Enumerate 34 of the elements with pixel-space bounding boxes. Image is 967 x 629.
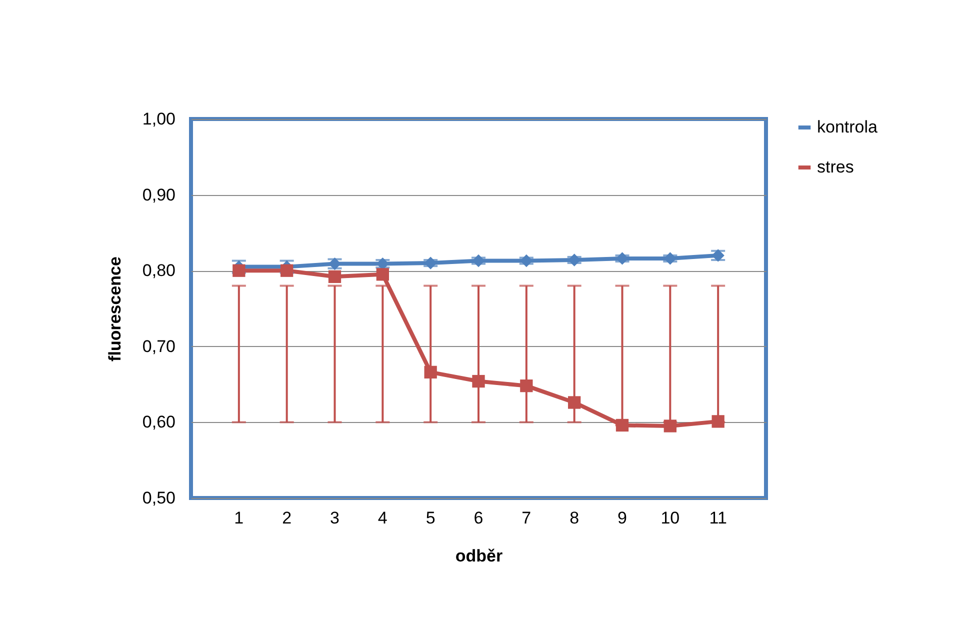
y-tick-label: 1,00 xyxy=(142,110,176,128)
y-tick-label: 0,50 xyxy=(142,488,176,508)
x-tick-label: 2 xyxy=(282,508,292,528)
point xyxy=(472,254,485,268)
x-tick-label: 9 xyxy=(618,508,627,528)
y-axis-title: fluorescence xyxy=(105,256,124,362)
point xyxy=(520,254,533,268)
point xyxy=(472,374,485,388)
y-tick-label: 0,60 xyxy=(142,412,176,432)
x-tick-label: 6 xyxy=(474,508,484,528)
legend-label: stres xyxy=(817,158,854,176)
x-tick-label: 4 xyxy=(378,508,388,528)
x-tick-label: 11 xyxy=(709,508,727,528)
y-tick-label: 0,70 xyxy=(142,336,176,356)
point xyxy=(280,264,294,277)
x-axis-title: odběr xyxy=(455,546,503,566)
point xyxy=(232,264,246,277)
point xyxy=(376,268,389,281)
x-tick-label: 10 xyxy=(660,508,680,528)
y-tick-label: 0,90 xyxy=(142,185,176,204)
point xyxy=(712,415,724,428)
point xyxy=(328,270,342,283)
x-tick-label: 8 xyxy=(570,508,580,528)
x-tick-label: 1 xyxy=(234,508,244,528)
legend-label: kontrola xyxy=(817,118,878,136)
point xyxy=(520,379,533,392)
point xyxy=(424,366,437,378)
point xyxy=(616,418,629,432)
x-tick-label: 3 xyxy=(330,508,340,528)
point xyxy=(568,396,581,409)
x-tick-label: 7 xyxy=(522,508,532,528)
x-tick-label: 5 xyxy=(426,508,436,528)
point xyxy=(664,420,676,432)
y-tick-label: 0,80 xyxy=(142,261,176,280)
